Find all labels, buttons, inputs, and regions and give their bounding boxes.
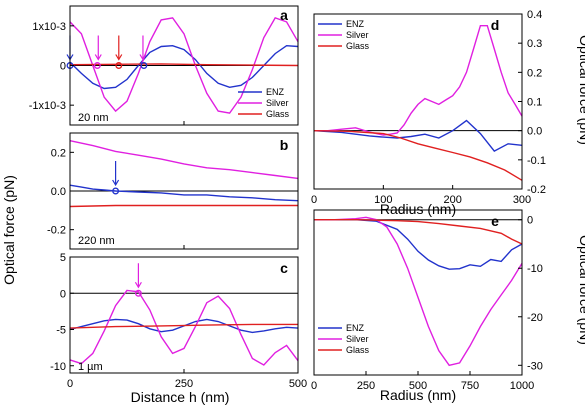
series-line-glass: [69, 323, 298, 329]
panel-e: 0 -10 -20 -30 0 250 500 750 1000 Radius (nm) e ENZS…: [311, 209, 543, 403]
y-tick-label: 0.3: [527, 38, 542, 50]
series-line-enz: [69, 184, 299, 202]
panel-label: e: [491, 213, 499, 229]
series-line-glass: [69, 63, 299, 67]
panel-label: d: [491, 17, 500, 33]
series-line-silver: [314, 216, 523, 367]
zero-crossing-marker: [134, 289, 142, 297]
arrow-head: [139, 54, 147, 61]
panel-label: b: [280, 137, 289, 153]
x-tick-label: 300: [513, 194, 531, 206]
y-tick-label: 0.2: [527, 67, 542, 79]
x-tick-label: 200: [443, 194, 461, 206]
series-line-glass: [313, 130, 523, 181]
zero-crossing-marker: [140, 62, 148, 69]
series-line-enz: [69, 44, 299, 90]
y-tick-label: 0.4: [527, 9, 542, 21]
y-tick-label: -0.1: [527, 155, 546, 167]
zero-crossing-marker: [112, 187, 120, 195]
x-axis-label: Radius (nm): [380, 201, 456, 217]
legend-entry: ENZ: [346, 19, 365, 29]
y-tick-label: 0.2: [51, 147, 66, 159]
legend-entry: Silver: [266, 98, 289, 108]
legend-entry: Silver: [346, 30, 369, 40]
particle-size-label: 220 nm: [78, 235, 115, 247]
arrow-marker: [112, 161, 120, 187]
legend-entry: Glass: [346, 41, 370, 51]
legend-entry: ENZ: [346, 323, 365, 333]
x-tick-label: 0: [67, 378, 73, 390]
y-tick-label: -10: [50, 361, 66, 373]
arrow-head: [112, 179, 120, 187]
right-y-axis-label: Optical force (pN): [577, 35, 585, 145]
x-axis-label: Radius (nm): [380, 387, 456, 403]
y-tick-label: 0: [60, 61, 66, 73]
x-tick-label: 750: [461, 380, 479, 392]
y-tick-label: 0: [60, 288, 66, 300]
arrow-marker: [139, 35, 147, 61]
y-tick-label: 0: [527, 215, 533, 227]
y-tick-label: -30: [527, 360, 543, 372]
arrow-head: [94, 54, 102, 61]
y-tick-label: 1x10-3: [32, 21, 66, 33]
particle-size-label: 20 nm: [78, 112, 109, 124]
y-tick-label: 0.1: [527, 97, 542, 109]
right-y-axis-label-e: Optical force (pN): [577, 235, 585, 345]
y-tick-label: -20: [527, 312, 543, 324]
zero-crossing-marker: [93, 62, 101, 69]
arrow-marker: [94, 35, 102, 61]
legend-entry: Silver: [346, 334, 369, 344]
arrow-head: [134, 281, 142, 289]
x-tick-label: 100: [374, 194, 392, 206]
panel-label: c: [280, 260, 288, 276]
y-tick-label: -5: [56, 325, 66, 337]
series-line-silver: [69, 289, 299, 366]
series-line-enz: [313, 119, 523, 152]
x-tick-label: 0: [311, 194, 317, 206]
particle-size-label: 1 µm: [78, 361, 103, 373]
legend-entry: ENZ: [266, 87, 285, 97]
panel-d: 0.4 0.3 0.2 0.1 0.0 -0.1 -0.2 0 100 200 300 Radius …: [311, 9, 546, 217]
x-tick-label: 0: [311, 380, 317, 392]
arrow-marker: [115, 35, 123, 61]
series-line-silver: [69, 17, 299, 114]
y-tick-label: -0.2: [527, 184, 546, 196]
y-tick-label: 0.0: [527, 126, 542, 138]
y-tick-label: -10: [527, 263, 543, 275]
series-line-glass: [314, 219, 523, 245]
y-tick-label: 5: [60, 252, 66, 264]
x-tick-label: 250: [357, 380, 375, 392]
arrow-head: [115, 54, 123, 61]
x-tick-label: 1000: [510, 380, 534, 392]
x-tick-label: 250: [175, 378, 193, 390]
y-tick-label: 0.0: [51, 186, 66, 198]
series-line-silver: [69, 140, 299, 180]
plot-frame: [69, 256, 299, 374]
zero-crossing-marker: [115, 62, 123, 69]
legend-entry: Glass: [346, 345, 370, 355]
y-tick-label: -1x10-3: [29, 100, 66, 112]
x-tick-label: 500: [409, 380, 427, 392]
panel-label: a: [280, 7, 288, 23]
arrow-marker: [134, 263, 142, 289]
series-line-glass: [69, 204, 298, 208]
panel-b: 0.2 0.0 -0.2 b 220 nm: [47, 132, 299, 250]
legend-entry: Glass: [266, 109, 290, 119]
left-x-axis-label: Distance h (nm): [131, 389, 230, 405]
y-tick-label: -0.2: [47, 225, 66, 237]
x-tick-label: 500: [289, 378, 307, 390]
left-y-axis-label: Optical force (pN): [1, 175, 17, 285]
